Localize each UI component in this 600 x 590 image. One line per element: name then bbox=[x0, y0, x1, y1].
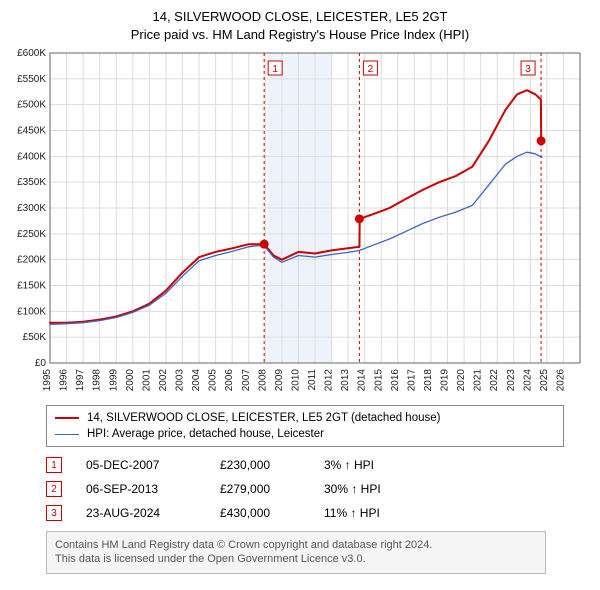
sale-hpi-delta: 11% ↑ HPI bbox=[324, 506, 424, 520]
legend-row: 14, SILVERWOOD CLOSE, LEICESTER, LE5 2GT… bbox=[55, 410, 555, 426]
svg-text:2006: 2006 bbox=[224, 369, 235, 392]
svg-text:£450K: £450K bbox=[17, 126, 46, 137]
sale-marker: 1 bbox=[46, 457, 62, 473]
svg-text:2025: 2025 bbox=[539, 369, 550, 392]
svg-text:2024: 2024 bbox=[522, 369, 533, 392]
sale-marker: 3 bbox=[46, 505, 62, 521]
legend-swatch bbox=[55, 417, 79, 419]
svg-text:£250K: £250K bbox=[17, 229, 46, 240]
svg-text:1999: 1999 bbox=[108, 369, 119, 392]
sale-hpi-delta: 30% ↑ HPI bbox=[324, 482, 424, 496]
svg-text:£500K: £500K bbox=[17, 100, 46, 111]
sale-price: £230,000 bbox=[220, 458, 300, 472]
svg-text:£350K: £350K bbox=[17, 177, 46, 188]
chart-svg: £0 £50K £100K £150K £200K £250K £300K £350K £400… bbox=[6, 49, 588, 401]
svg-text:2001: 2001 bbox=[141, 369, 152, 392]
svg-text:£300K: £300K bbox=[17, 203, 46, 214]
sale-marker: 2 bbox=[46, 481, 62, 497]
svg-text:2: 2 bbox=[368, 64, 374, 75]
sales-table: 1 05-DEC-2007 £230,000 3% ↑ HPI 2 06-SEP-2013… bbox=[46, 453, 546, 525]
svg-text:2020: 2020 bbox=[456, 369, 467, 392]
svg-text:2003: 2003 bbox=[175, 369, 186, 392]
svg-text:2009: 2009 bbox=[274, 369, 285, 392]
svg-text:£200K: £200K bbox=[17, 255, 46, 266]
svg-text:1: 1 bbox=[272, 64, 278, 75]
svg-text:2004: 2004 bbox=[191, 369, 202, 392]
footnote-line-2: This data is licensed under the Open Gov… bbox=[55, 552, 537, 566]
svg-text:2016: 2016 bbox=[390, 369, 401, 392]
sales-row: 3 23-AUG-2024 £430,000 11% ↑ HPI bbox=[46, 501, 546, 525]
svg-text:£400K: £400K bbox=[17, 151, 46, 162]
svg-text:2019: 2019 bbox=[440, 369, 451, 392]
svg-text:3: 3 bbox=[525, 64, 531, 75]
sales-row: 2 06-SEP-2013 £279,000 30% ↑ HPI bbox=[46, 477, 546, 501]
legend-row: HPI: Average price, detached house, Leic… bbox=[55, 426, 555, 442]
svg-text:2011: 2011 bbox=[307, 369, 318, 391]
svg-text:1995: 1995 bbox=[42, 369, 53, 392]
svg-text:1997: 1997 bbox=[75, 369, 86, 392]
svg-text:2002: 2002 bbox=[158, 369, 169, 392]
legend-label: 14, SILVERWOOD CLOSE, LEICESTER, LE5 2GT… bbox=[87, 412, 440, 424]
sale-hpi-delta: 3% ↑ HPI bbox=[324, 458, 424, 472]
footnote: Contains HM Land Registry data © Crown c… bbox=[46, 531, 546, 574]
svg-text:2000: 2000 bbox=[125, 369, 136, 392]
sale-date: 23-AUG-2024 bbox=[86, 506, 196, 520]
sales-row: 1 05-DEC-2007 £230,000 3% ↑ HPI bbox=[46, 453, 546, 477]
svg-text:£100K: £100K bbox=[17, 306, 46, 317]
sale-price: £279,000 bbox=[220, 482, 300, 496]
svg-text:2007: 2007 bbox=[241, 369, 252, 392]
title-line-1: 14, SILVERWOOD CLOSE, LEICESTER, LE5 2GT bbox=[6, 8, 594, 26]
svg-text:2005: 2005 bbox=[208, 369, 219, 392]
svg-text:2012: 2012 bbox=[324, 369, 335, 392]
svg-text:£0: £0 bbox=[35, 358, 47, 369]
sale-date: 06-SEP-2013 bbox=[86, 482, 196, 496]
svg-text:2017: 2017 bbox=[406, 369, 417, 392]
svg-text:£600K: £600K bbox=[17, 49, 46, 59]
svg-text:2018: 2018 bbox=[423, 369, 434, 392]
svg-text:2008: 2008 bbox=[257, 369, 268, 392]
svg-text:2023: 2023 bbox=[506, 369, 517, 392]
svg-text:2021: 2021 bbox=[473, 369, 484, 392]
svg-text:£50K: £50K bbox=[23, 332, 47, 343]
footnote-line-1: Contains HM Land Registry data © Crown c… bbox=[55, 538, 537, 552]
svg-text:2013: 2013 bbox=[340, 369, 351, 392]
svg-text:1996: 1996 bbox=[59, 369, 70, 392]
legend-swatch bbox=[55, 434, 79, 435]
svg-text:£150K: £150K bbox=[17, 281, 46, 292]
title-line-2: Price paid vs. HM Land Registry's House … bbox=[6, 26, 594, 44]
svg-text:2022: 2022 bbox=[489, 369, 500, 392]
svg-text:2010: 2010 bbox=[290, 369, 301, 392]
sale-price: £430,000 bbox=[220, 506, 300, 520]
svg-text:2026: 2026 bbox=[555, 369, 566, 392]
svg-text:2014: 2014 bbox=[357, 369, 368, 392]
chart-container: 14, SILVERWOOD CLOSE, LEICESTER, LE5 2GT… bbox=[0, 0, 600, 580]
svg-text:1998: 1998 bbox=[92, 369, 103, 392]
sale-date: 05-DEC-2007 bbox=[86, 458, 196, 472]
legend: 14, SILVERWOOD CLOSE, LEICESTER, LE5 2GT… bbox=[46, 405, 564, 447]
legend-label: HPI: Average price, detached house, Leic… bbox=[87, 428, 324, 440]
svg-text:2015: 2015 bbox=[373, 369, 384, 392]
title-block: 14, SILVERWOOD CLOSE, LEICESTER, LE5 2GT… bbox=[6, 8, 594, 43]
chart: £0 £50K £100K £150K £200K £250K £300K £350K £400… bbox=[6, 49, 588, 401]
svg-text:£550K: £550K bbox=[17, 74, 46, 85]
